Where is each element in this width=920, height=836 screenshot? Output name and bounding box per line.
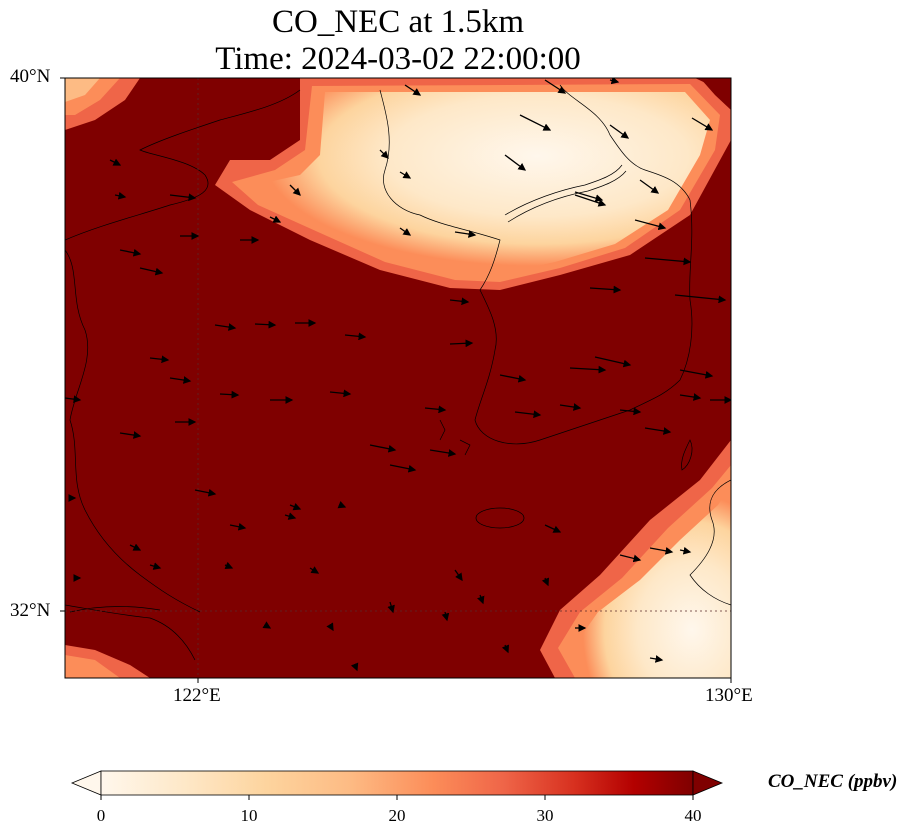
wind-arrow — [389, 464, 417, 473]
north-plume — [215, 78, 731, 290]
wind-arrow — [329, 389, 352, 398]
colorbar-tick-40: 40 — [684, 806, 702, 825]
colorbar-title: CO_NEC (ppbv) — [768, 771, 898, 792]
wind-arrow — [649, 547, 674, 555]
wind-arrow — [350, 662, 359, 672]
wind-arrow — [544, 79, 567, 94]
wind-arrow — [214, 323, 237, 331]
wind-arrow — [109, 158, 122, 166]
wind-arrow — [404, 84, 422, 96]
lat-tick-32: 32°N — [10, 600, 51, 621]
lat-tick-40: 40°N — [10, 66, 51, 87]
wind-arrow — [679, 369, 714, 379]
wind-arrow — [139, 267, 164, 276]
wind-arrow — [679, 546, 692, 555]
wind-arrow — [284, 512, 297, 520]
wind-arrow — [569, 365, 607, 374]
wind-arrow — [149, 562, 162, 570]
colorbar-extend-high — [692, 770, 724, 796]
wind-arrow — [344, 332, 367, 341]
wind-arrow — [169, 193, 197, 202]
wind-arrow — [224, 561, 234, 570]
wind-arrow — [541, 577, 550, 587]
wind-arrow — [129, 543, 142, 551]
wind-arrow — [559, 403, 582, 411]
wind-arrow — [609, 124, 630, 139]
gridlines — [65, 78, 731, 678]
wind-arrow — [379, 149, 389, 159]
wind-arrow — [369, 444, 397, 453]
colorbar-tick-0: 0 — [96, 806, 106, 825]
lon-tick-122: 122°E — [173, 685, 221, 706]
wind-arrow — [639, 179, 660, 194]
wind-arrow — [679, 393, 702, 401]
wind-arrow — [514, 410, 542, 419]
wind-arrow — [399, 227, 412, 236]
wind-arrow — [119, 248, 142, 257]
wind-arrow — [429, 449, 457, 457]
wind-arrow — [269, 215, 282, 223]
wind-arrow — [119, 431, 142, 439]
map-frame — [64, 77, 732, 679]
wind-arrow — [149, 355, 170, 364]
wind-arrow — [691, 117, 714, 131]
wind-arrow — [289, 502, 302, 511]
wind-arrow — [609, 78, 620, 85]
wind-arrow — [424, 405, 447, 414]
wind-arrow — [309, 566, 320, 574]
wind-arrow — [441, 611, 450, 622]
wind-arrow — [399, 171, 412, 179]
axis-ticks — [60, 77, 732, 683]
wind-arrow — [477, 594, 485, 605]
northeast-corner-high — [700, 78, 731, 110]
wind-arrow — [589, 285, 622, 294]
wind-arrow — [219, 390, 240, 399]
colorbar-tick-30: 30 — [536, 806, 554, 825]
wind-arrow — [504, 154, 527, 171]
wind-arrow — [194, 488, 217, 497]
wind-arrow — [499, 374, 527, 383]
wind-arrow — [229, 522, 247, 531]
wind-arrow — [289, 184, 301, 196]
wind-arrow — [326, 622, 334, 632]
wind-arrow — [337, 500, 347, 509]
wind-arrow — [65, 395, 82, 404]
wind-arrow — [594, 356, 632, 368]
wind-arrow — [519, 114, 552, 131]
map-title: CO_NEC at 1.5km — [271, 4, 525, 40]
colorbar-gradient — [100, 770, 694, 796]
wind-arrow — [454, 569, 463, 582]
wind-arrow — [387, 601, 395, 614]
northwest-corner-plume — [65, 78, 140, 130]
wind-arrow — [574, 191, 604, 202]
wind-arrow — [634, 219, 667, 231]
wind-arrow — [501, 644, 510, 654]
southwest-corner-plume — [65, 645, 150, 678]
wind-arrow — [644, 427, 672, 435]
wind-arrow — [449, 297, 470, 306]
wind-arrow — [114, 191, 127, 200]
wind-arrow — [644, 257, 692, 266]
lon-tick-130: 130°E — [705, 685, 753, 706]
wind-arrow — [649, 655, 664, 663]
colorbar-tick-20: 20 — [388, 806, 406, 825]
wind-arrow — [619, 407, 642, 416]
jeju-island — [475, 507, 525, 529]
colorbar-tick-10: 10 — [240, 806, 258, 825]
wind-arrow — [254, 320, 277, 329]
colorbar-extend-low — [70, 770, 102, 796]
wind-arrow — [169, 376, 192, 384]
wind-arrow — [449, 339, 474, 348]
wind-arrow — [619, 554, 642, 563]
map-subtitle-time: Time: 2024-03-02 22:00:00 — [215, 41, 581, 77]
wind-vectors — [65, 78, 731, 672]
wind-arrow — [262, 621, 272, 629]
wind-arrow — [454, 230, 477, 238]
wind-arrow — [574, 194, 607, 207]
wind-arrow — [544, 524, 562, 533]
wind-arrow — [674, 294, 727, 304]
coastlines — [65, 84, 731, 661]
